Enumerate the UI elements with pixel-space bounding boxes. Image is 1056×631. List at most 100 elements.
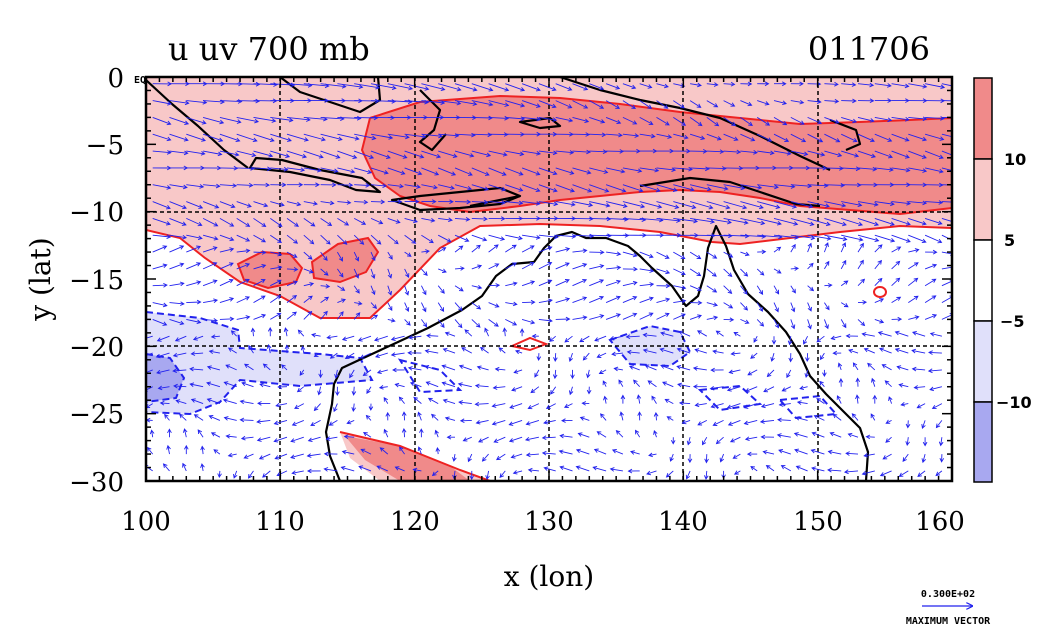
wind-vector: [874, 116, 893, 123]
wind-vector: [689, 201, 714, 210]
wind-vector: [771, 336, 777, 345]
contour-neg5: [146, 311, 374, 416]
wind-vector: [253, 264, 267, 270]
wind-vector: [589, 314, 605, 320]
wind-vector: [622, 116, 638, 125]
wind-vector: [941, 167, 952, 172]
wind-vector: [303, 268, 314, 274]
map-date: 011706: [808, 30, 930, 68]
wind-vector: [715, 330, 724, 337]
wind-vector: [286, 311, 297, 320]
wind-vector: [169, 262, 185, 270]
wind-vector: [454, 285, 464, 292]
wind-vector: [692, 384, 707, 389]
wind-vector: [760, 434, 775, 440]
wind-vector: [538, 234, 559, 240]
wind-vector: [370, 251, 376, 262]
wind-vector: [670, 437, 676, 445]
wind-vector: [924, 150, 944, 159]
wind-vector: [208, 349, 220, 355]
wind-vector: [294, 403, 305, 409]
wind-vector: [387, 268, 393, 279]
wind-vector: [521, 262, 535, 270]
wind-vector: [152, 245, 168, 253]
wind-vector: [855, 394, 860, 404]
wind-vector: [841, 234, 864, 242]
wind-vector: [454, 266, 465, 271]
wind-vector: [370, 234, 382, 245]
wind-vector: [281, 364, 288, 371]
wind-vector: [589, 216, 612, 222]
wind-vector: [454, 234, 470, 242]
wind-vector: [424, 364, 439, 371]
wind-vector: [929, 332, 943, 337]
wind-vector: [545, 403, 556, 409]
wind-vector: [656, 167, 677, 173]
wind-vector: [538, 83, 557, 92]
wind-vector: [824, 183, 846, 188]
wind-vector: [425, 381, 439, 388]
wind-vector: [434, 429, 439, 438]
wind-vector: [924, 314, 938, 320]
wind-vector: [840, 242, 847, 253]
wind-vector: [538, 246, 553, 253]
wind-vector: [837, 362, 843, 371]
wind-vector: [267, 326, 273, 337]
wind-vector: [275, 402, 288, 408]
wind-vector: [555, 184, 575, 193]
wind-vector: [236, 315, 251, 320]
wind-vector: [780, 465, 792, 472]
wind-vector: [857, 319, 866, 327]
wind-vector: [208, 415, 221, 421]
wind-vector: [225, 364, 237, 371]
wind-vector: [877, 331, 892, 337]
wind-vector: [723, 81, 736, 87]
wind-vector: [488, 184, 507, 192]
wind-vector: [253, 234, 267, 243]
wind-vector: [419, 428, 424, 438]
wind-vector: [343, 434, 355, 439]
wind-vector: [891, 217, 911, 226]
wind-vector: [337, 115, 362, 121]
wind-vector: [702, 436, 708, 446]
wind-vector: [152, 263, 168, 270]
wind-vector: [790, 150, 809, 157]
wind-vector: [370, 133, 394, 140]
wind-vector: [656, 297, 671, 304]
wind-vector: [541, 450, 556, 456]
wind-vector: [543, 466, 556, 472]
wind-vector: [454, 167, 473, 176]
wind-vector: [505, 167, 524, 176]
wind-vector: [845, 333, 859, 339]
wind-vector: [200, 445, 205, 455]
wind-vector: [286, 218, 299, 227]
wind-vector: [247, 470, 254, 479]
wind-vector: [823, 319, 829, 330]
y-tick-3: −15: [69, 266, 124, 296]
wind-vector: [236, 278, 250, 287]
wind-vector: [387, 234, 399, 245]
wind-vector: [740, 285, 748, 295]
wind-vector: [182, 428, 188, 438]
wind-vector: [589, 167, 609, 174]
wind-vector: [874, 244, 883, 253]
wind-vector: [891, 260, 901, 270]
wind-vector: [555, 201, 576, 207]
wind-vector: [898, 383, 909, 388]
wind-vector: [522, 150, 542, 156]
wind-vector: [816, 398, 825, 404]
wind-vector: [912, 331, 926, 337]
wind-vector: [200, 463, 205, 471]
wind-vector: [219, 99, 243, 104]
wind-vector: [538, 100, 557, 109]
wind-vector: [881, 364, 892, 371]
wind-vector: [925, 83, 946, 90]
contour-small: [873, 286, 888, 298]
wind-vector: [521, 318, 536, 325]
wind-vector: [773, 268, 782, 274]
wind-vector: [747, 369, 758, 376]
wind-vector: [921, 453, 927, 464]
wind-vector: [723, 149, 742, 155]
wind-vector: [572, 315, 588, 320]
